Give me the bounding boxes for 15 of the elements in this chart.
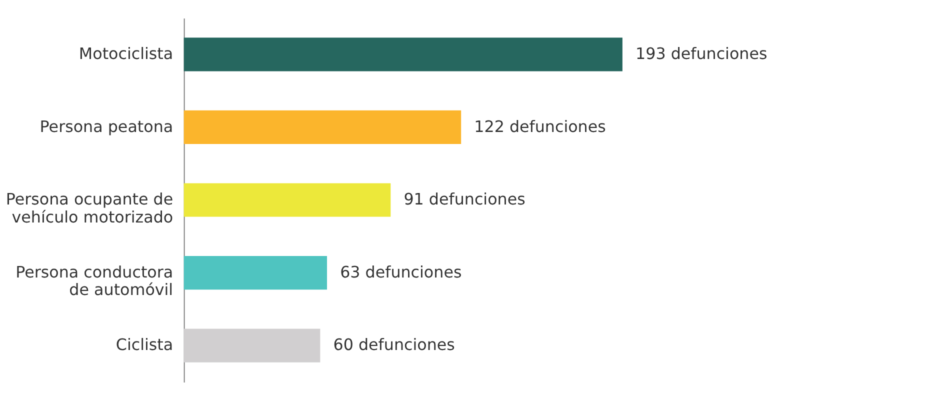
- y-tick-label: Persona ocupante de vehículo motorizado: [6, 190, 174, 226]
- bar: [184, 328, 320, 362]
- bar: [184, 256, 328, 290]
- data-label: 60 defunciones: [333, 335, 455, 354]
- data-label: 122 defunciones: [474, 116, 606, 136]
- bar: [184, 38, 622, 72]
- data-label: 63 defunciones: [340, 262, 462, 282]
- data-label: 91 defunciones: [404, 190, 526, 209]
- y-tick-label: Motociclista: [78, 44, 174, 64]
- bar: [184, 183, 391, 217]
- y-tick-label: Persona peatona: [40, 116, 174, 136]
- bar: [184, 110, 462, 144]
- y-tick-label: Ciclista: [116, 335, 174, 354]
- y-tick-label: Persona conductora de automóvil: [16, 262, 174, 300]
- data-label: 193 defunciones: [636, 44, 768, 64]
